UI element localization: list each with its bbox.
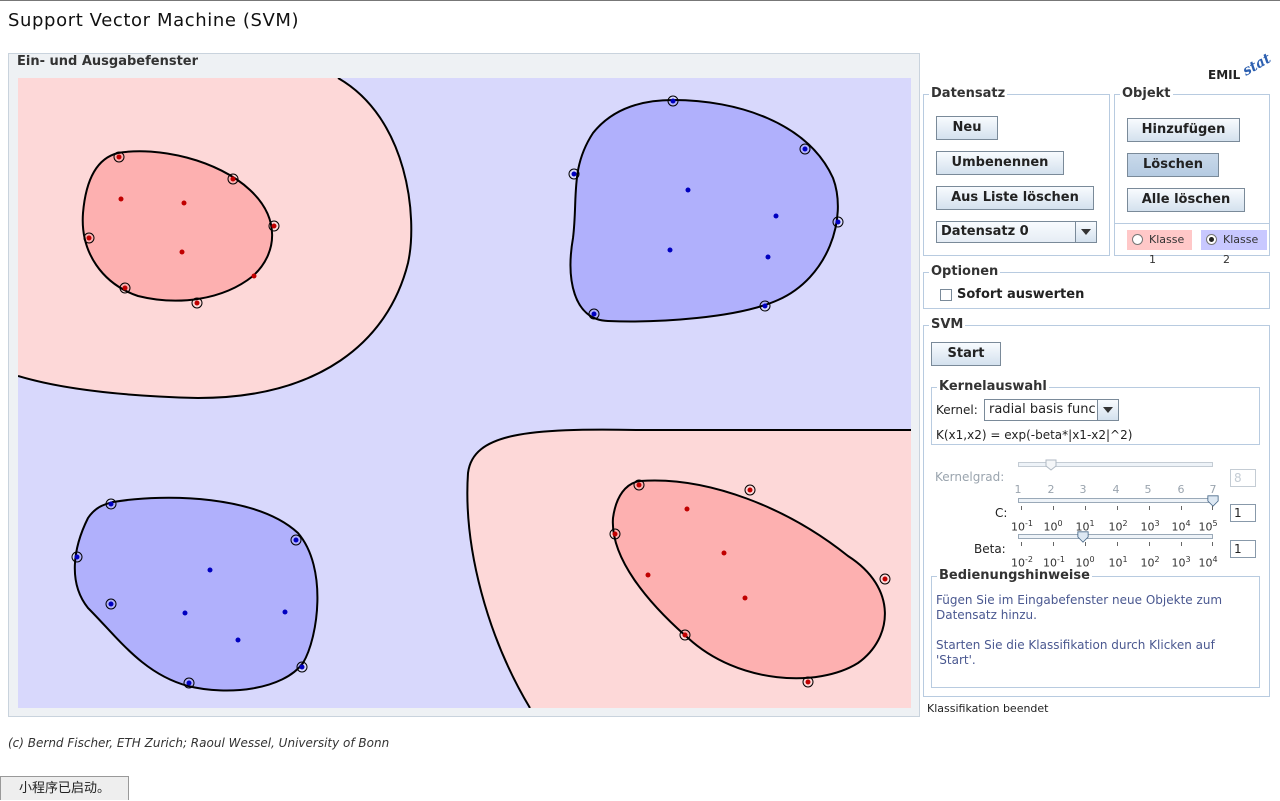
logo-overlay: stat [1240, 50, 1274, 80]
class1-radio[interactable]: Klasse 1 [1127, 230, 1192, 266]
datensatz-group: Datensatz [923, 86, 1110, 256]
kernel-label: Kernel: [936, 403, 978, 417]
emilstat-logo: EMIL stat [1208, 51, 1274, 89]
delete-dataset-button[interactable]: Aus Liste löschen [936, 186, 1094, 210]
class1-label: Klasse 1 [1149, 233, 1185, 266]
hints-group: Bedienungshinweise [931, 568, 1260, 688]
class2-radio[interactable]: Klasse 2 [1201, 230, 1267, 266]
degree-tick: 7 [1209, 483, 1217, 496]
logo-main: EMIL [1208, 68, 1241, 82]
degree-tick: 6 [1177, 483, 1185, 496]
margin-blob-blue-1 [569, 98, 839, 323]
svm-group: SVM [923, 317, 1270, 697]
svm-canvas[interactable] [18, 78, 911, 708]
kernel-degree-slider[interactable] [1018, 462, 1213, 467]
hint-line-1: Fügen Sie im Eingabefenster neue Objekte… [936, 593, 1223, 607]
beta-input[interactable]: 1 [1230, 540, 1256, 558]
rename-dataset-button[interactable]: Umbenennen [936, 151, 1064, 175]
copyright: (c) Bernd Fischer, ETH Zurich; Raoul Wes… [8, 736, 390, 750]
io-window-title: Ein- und Ausgabefenster [15, 54, 201, 70]
degree-tick: 4 [1112, 483, 1120, 496]
kernel-select-value: radial basis func. [989, 402, 1100, 417]
c-input[interactable]: 1 [1230, 504, 1256, 522]
class1-points [86, 154, 888, 685]
degree-tick: 3 [1079, 483, 1087, 496]
optionen-title: Optionen [929, 264, 1001, 280]
svm-title: SVM [929, 317, 966, 333]
boundary-top-left [18, 78, 413, 400]
chevron-down-icon[interactable] [1097, 400, 1118, 420]
hint-line-4: 'Start'. [936, 653, 976, 667]
page-title: Support Vector Machine (SVM) [8, 10, 300, 31]
instant-eval-checkbox[interactable] [940, 289, 952, 301]
boundary-bottom-right [466, 428, 911, 708]
kernel-select[interactable]: radial basis func. [984, 399, 1119, 421]
class2-radio-indicator[interactable] [1206, 234, 1217, 245]
class2-label: Klasse 2 [1223, 233, 1259, 266]
new-dataset-button[interactable]: Neu [936, 116, 998, 140]
kernel-formula: K(x1,x2) = exp(-beta*|x1-x2|^2) [936, 428, 1133, 442]
kernel-group-title: Kernelauswahl [937, 379, 1049, 395]
hint-line-2: Datensatz hinzu. [936, 608, 1037, 622]
optionen-group: Optionen [923, 264, 1270, 309]
svm-plot [18, 78, 911, 708]
kernel-degree-label: Kernelgrad: [935, 470, 1005, 484]
top-border [0, 0, 1280, 1]
hints-title: Bedienungshinweise [937, 568, 1092, 584]
c-slider-thumb[interactable] [1207, 495, 1219, 507]
objekt-title: Objekt [1120, 86, 1173, 102]
margin-blob-red-1 [81, 150, 273, 302]
datensatz-title: Datensatz [929, 86, 1008, 102]
class2-points [74, 98, 841, 686]
margin-blob-blue-2 [73, 496, 319, 692]
margin-blob-red-2 [611, 479, 886, 680]
kernel-degree-input[interactable]: 8 [1230, 469, 1256, 487]
beta-slider-thumb[interactable] [1077, 531, 1089, 543]
objekt-group: Objekt [1114, 86, 1270, 256]
classification-status: Klassifikation beendet [927, 702, 1049, 715]
degree-tick: 5 [1144, 483, 1152, 496]
beta-label: Beta: [974, 542, 1006, 556]
dataset-select-value: Datensatz 0 [941, 224, 1029, 239]
degree-tick: 2 [1047, 483, 1055, 496]
hint-line-3: Starten Sie die Klassifikation durch Kli… [936, 638, 1215, 652]
kernel-degree-thumb[interactable] [1045, 459, 1057, 471]
degree-tick: 1 [1014, 483, 1022, 496]
beta-slider[interactable] [1018, 534, 1213, 539]
class1-radio-indicator[interactable] [1132, 234, 1143, 245]
delete-all-objects-button[interactable]: Alle löschen [1127, 188, 1245, 212]
applet-status: 小程序已启动。 [0, 776, 129, 800]
kernel-group: Kernelauswahl [931, 379, 1260, 445]
instant-eval-label: Sofort auswerten [957, 287, 1085, 302]
c-slider[interactable] [1018, 498, 1213, 503]
c-label: C: [995, 506, 1008, 520]
add-object-button[interactable]: Hinzufügen [1127, 118, 1240, 142]
delete-object-button[interactable]: Löschen [1127, 153, 1219, 177]
chevron-down-icon[interactable] [1075, 222, 1096, 242]
dataset-select[interactable]: Datensatz 0 [936, 221, 1097, 243]
support-vectors [71, 95, 891, 689]
start-button[interactable]: Start [931, 342, 1001, 366]
objekt-divider [1115, 223, 1269, 224]
